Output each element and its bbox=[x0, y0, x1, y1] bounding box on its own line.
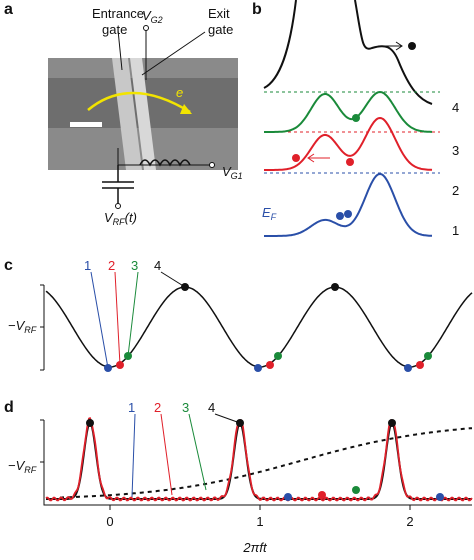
pointer bbox=[160, 271, 186, 288]
capacitor bbox=[102, 165, 134, 204]
label: VG1 bbox=[222, 164, 243, 181]
pointer bbox=[141, 31, 206, 76]
x-tick-label: 1 bbox=[256, 514, 263, 529]
pointer bbox=[160, 413, 173, 496]
inductor bbox=[139, 159, 191, 167]
number: 3 bbox=[131, 258, 138, 273]
arrow bbox=[378, 41, 403, 51]
label: EF bbox=[262, 205, 277, 222]
number: 2 bbox=[108, 258, 115, 273]
dot bbox=[388, 419, 396, 427]
pointer bbox=[188, 413, 207, 491]
arrow bbox=[307, 153, 330, 163]
axis bbox=[40, 284, 45, 371]
dot bbox=[352, 486, 360, 494]
dot bbox=[104, 364, 112, 372]
dot bbox=[416, 361, 424, 369]
electron bbox=[336, 212, 344, 220]
potential bbox=[263, 0, 297, 89]
level-number: 4 bbox=[452, 100, 459, 115]
number: 2 bbox=[154, 400, 161, 415]
electron-arrow bbox=[87, 91, 191, 114]
dot bbox=[318, 491, 326, 499]
x-tick-label: 2 bbox=[406, 514, 413, 529]
electron bbox=[352, 114, 360, 122]
pointer bbox=[90, 271, 109, 369]
x-label: 2πft bbox=[242, 540, 268, 555]
waveform bbox=[45, 286, 473, 368]
arrowhead bbox=[180, 104, 192, 114]
y-label: −VRF bbox=[8, 458, 37, 475]
pointer bbox=[127, 271, 139, 357]
dot bbox=[284, 493, 292, 501]
label: Exit bbox=[208, 6, 230, 21]
panel-label: b bbox=[252, 1, 262, 18]
panel-label: d bbox=[4, 399, 14, 416]
electron bbox=[408, 42, 416, 50]
panel-label: a bbox=[4, 1, 13, 18]
dashed bbox=[60, 427, 472, 499]
number: 4 bbox=[208, 400, 215, 415]
terminal bbox=[115, 203, 121, 209]
level-number: 3 bbox=[452, 143, 459, 158]
label: gate bbox=[208, 22, 233, 37]
measured bbox=[45, 417, 473, 502]
electron bbox=[344, 210, 352, 218]
pointer bbox=[117, 29, 123, 71]
electron bbox=[346, 158, 354, 166]
pointer bbox=[131, 413, 136, 498]
dot bbox=[266, 361, 274, 369]
electron bbox=[292, 154, 300, 162]
potential bbox=[354, 0, 433, 105]
dot bbox=[424, 352, 432, 360]
scale-bar bbox=[70, 122, 102, 127]
dot bbox=[124, 352, 132, 360]
level-number: 2 bbox=[452, 183, 459, 198]
number: 4 bbox=[154, 258, 161, 273]
terminal bbox=[209, 162, 215, 168]
number: 1 bbox=[84, 258, 91, 273]
axis bbox=[40, 419, 472, 506]
panel-label: c bbox=[4, 257, 13, 274]
dot bbox=[274, 352, 282, 360]
dot bbox=[236, 419, 244, 427]
gate bbox=[130, 58, 156, 170]
label: VG2 bbox=[142, 8, 163, 25]
dot bbox=[116, 361, 124, 369]
potential bbox=[264, 116, 433, 171]
number: 1 bbox=[128, 400, 135, 415]
label: gate bbox=[102, 22, 127, 37]
potential bbox=[264, 90, 432, 133]
dot bbox=[404, 364, 412, 372]
level-number: 1 bbox=[452, 223, 459, 238]
gate bbox=[112, 58, 142, 170]
label: e bbox=[176, 85, 183, 100]
number: 3 bbox=[182, 400, 189, 415]
potential bbox=[264, 172, 432, 237]
x-tick-label: 0 bbox=[106, 514, 113, 529]
dot bbox=[254, 364, 262, 372]
pointer bbox=[114, 271, 121, 366]
dot bbox=[331, 283, 339, 291]
label: VRF(t) bbox=[104, 210, 137, 227]
terminal bbox=[143, 25, 149, 31]
dot bbox=[181, 283, 189, 291]
dot bbox=[86, 419, 94, 427]
dot bbox=[436, 493, 444, 501]
label: Entrance bbox=[92, 6, 144, 21]
ideal bbox=[46, 421, 472, 500]
pointer bbox=[214, 413, 241, 424]
y-label: −VRF bbox=[8, 318, 37, 335]
